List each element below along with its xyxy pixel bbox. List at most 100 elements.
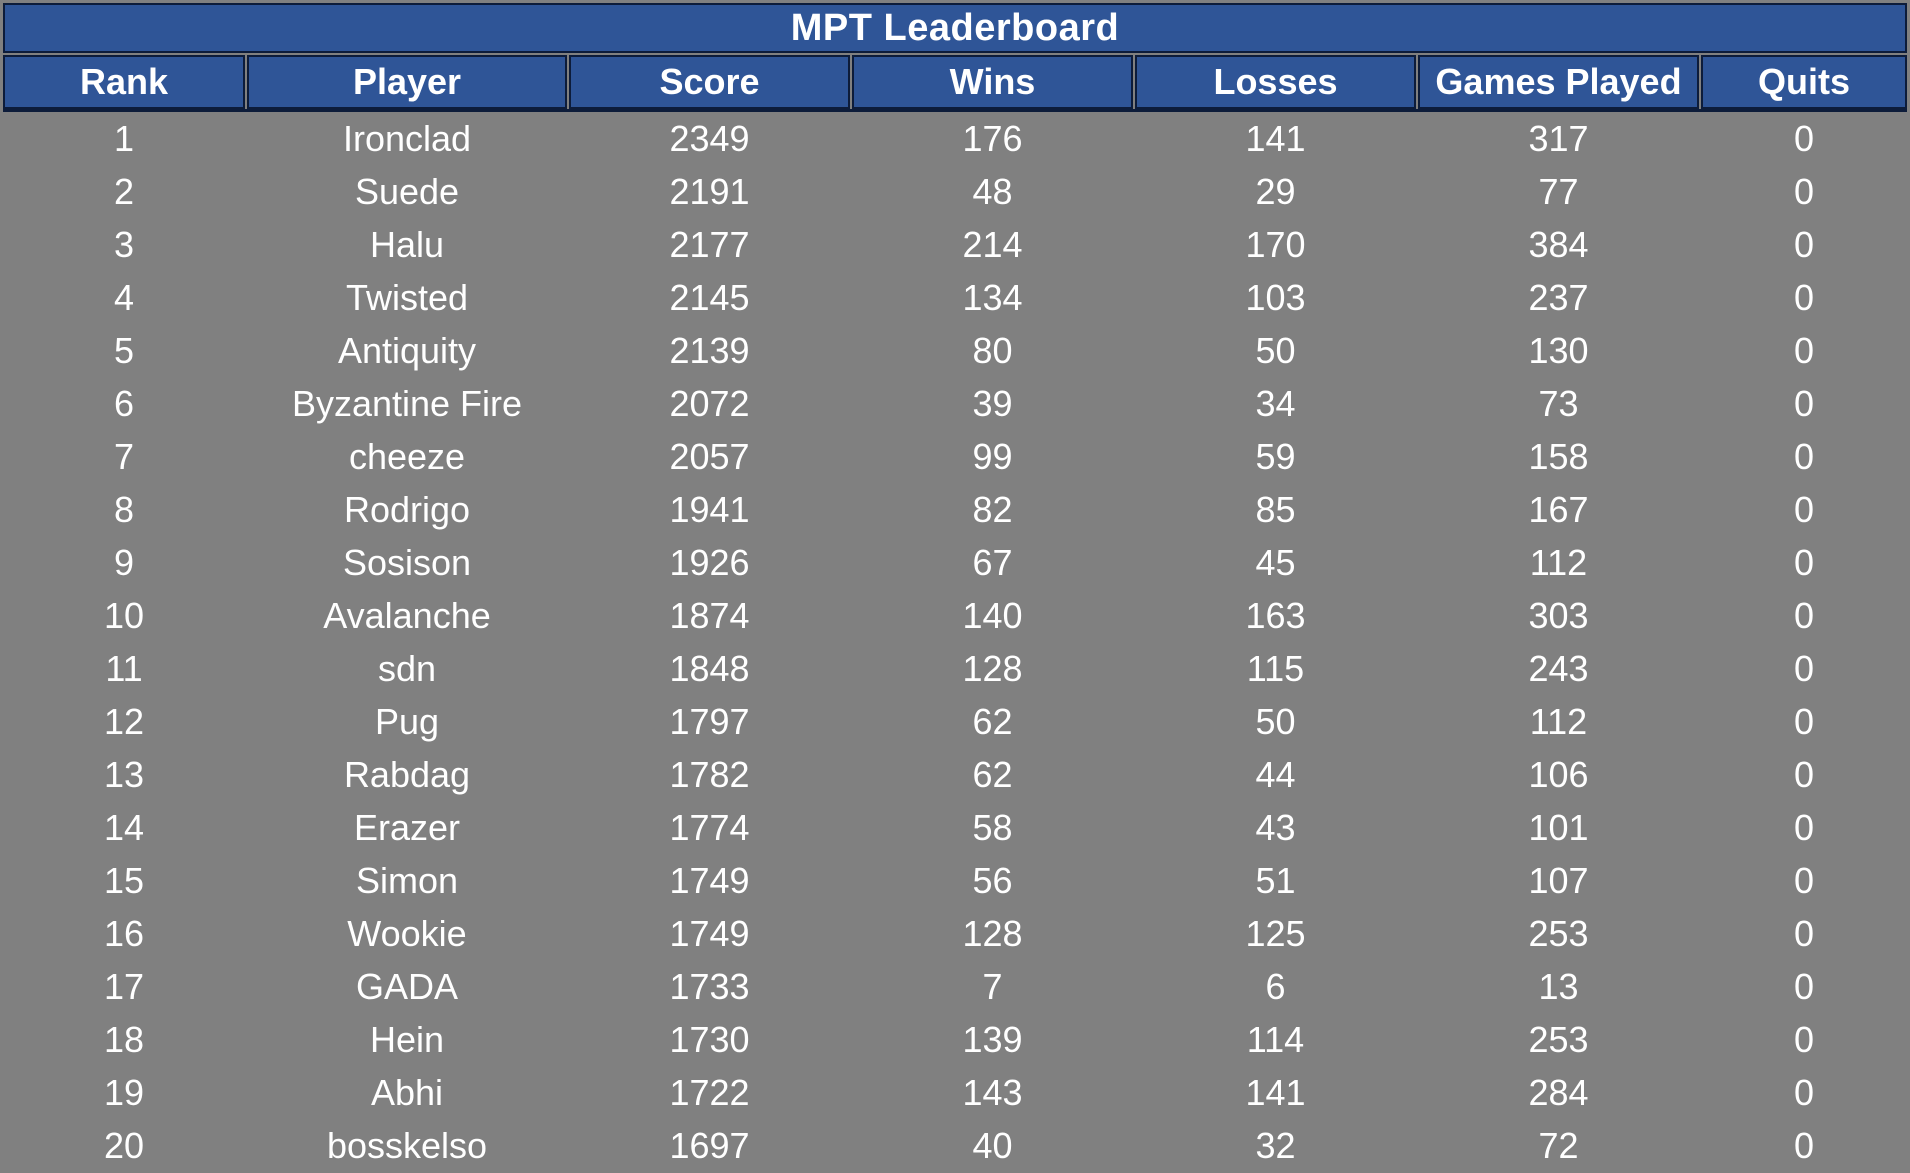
- wins-cell: 139: [962, 1018, 1023, 1060]
- table-row: 3 Halu 2177 214 170 384 0: [3, 218, 1907, 271]
- quits-cell: 0: [1793, 541, 1815, 583]
- column-header-quits: Quits: [1701, 55, 1907, 109]
- table-row: 13 Rabdag 1782 62 44 106 0: [3, 748, 1907, 801]
- player-cell: Simon: [355, 859, 459, 901]
- table-header: Rank Player Score Wins Losses Games Play…: [3, 55, 1907, 112]
- losses-cell: 6: [1265, 965, 1286, 1007]
- table-row: 10 Avalanche 1874 140 163 303 0: [3, 589, 1907, 642]
- losses-cell: 29: [1255, 170, 1296, 212]
- rank-cell: 15: [103, 859, 145, 901]
- player-cell: Sosison: [342, 541, 472, 583]
- games-played-cell: 158: [1528, 435, 1589, 477]
- table-row: 8 Rodrigo 1941 82 85 167 0: [3, 483, 1907, 536]
- player-cell: Erazer: [353, 806, 461, 848]
- rank-cell: 19: [103, 1071, 145, 1113]
- games-played-cell: 284: [1528, 1071, 1589, 1113]
- games-played-cell: 130: [1528, 329, 1589, 371]
- score-cell: 1774: [669, 806, 750, 848]
- score-cell: 2139: [669, 329, 750, 371]
- rank-cell: 6: [113, 382, 135, 424]
- score-cell: 1697: [669, 1124, 750, 1166]
- score-cell: 2349: [669, 117, 750, 159]
- wins-cell: 62: [972, 753, 1013, 795]
- table-row: 1 Ironclad 2349 176 141 317 0: [3, 112, 1907, 165]
- table-row: 4 Twisted 2145 134 103 237 0: [3, 271, 1907, 324]
- table-row: 7 cheeze 2057 99 59 158 0: [3, 430, 1907, 483]
- quits-cell: 0: [1793, 117, 1815, 159]
- player-cell: GADA: [355, 965, 459, 1007]
- table-row: 6 Byzantine Fire 2072 39 34 73 0: [3, 377, 1907, 430]
- games-played-cell: 317: [1528, 117, 1589, 159]
- wins-cell: 56: [972, 859, 1013, 901]
- quits-cell: 0: [1793, 965, 1815, 1007]
- score-cell: 2177: [669, 223, 750, 265]
- games-played-cell: 101: [1528, 806, 1589, 848]
- table-row: 9 Sosison 1926 67 45 112 0: [3, 536, 1907, 589]
- rank-cell: 4: [113, 276, 135, 318]
- quits-cell: 0: [1793, 276, 1815, 318]
- table-row: 12 Pug 1797 62 50 112 0: [3, 695, 1907, 748]
- quits-cell: 0: [1793, 912, 1815, 954]
- games-played-cell: 384: [1528, 223, 1589, 265]
- rank-cell: 12: [103, 700, 145, 742]
- player-cell: Antiquity: [337, 329, 477, 371]
- rank-cell: 10: [103, 594, 145, 636]
- wins-cell: 140: [962, 594, 1023, 636]
- player-cell: Hein: [369, 1018, 445, 1060]
- games-played-cell: 253: [1528, 912, 1589, 954]
- losses-cell: 59: [1255, 435, 1296, 477]
- player-cell: bosskelso: [326, 1124, 488, 1166]
- losses-cell: 114: [1246, 1018, 1305, 1060]
- score-cell: 1848: [669, 647, 750, 689]
- wins-cell: 143: [962, 1071, 1023, 1113]
- losses-cell: 51: [1255, 859, 1296, 901]
- score-cell: 2057: [669, 435, 750, 477]
- player-cell: Avalanche: [323, 594, 491, 636]
- rank-cell: 2: [113, 170, 135, 212]
- rank-cell: 20: [103, 1124, 145, 1166]
- table-row: 16 Wookie 1749 128 125 253 0: [3, 907, 1907, 960]
- quits-cell: 0: [1793, 594, 1815, 636]
- wins-cell: 40: [972, 1124, 1013, 1166]
- column-header-player: Player: [247, 55, 567, 109]
- games-played-cell: 167: [1528, 488, 1589, 530]
- rank-cell: 18: [103, 1018, 145, 1060]
- games-played-cell: 73: [1538, 382, 1579, 424]
- quits-cell: 0: [1793, 435, 1815, 477]
- player-cell: Byzantine Fire: [291, 382, 523, 424]
- table-row: 19 Abhi 1722 143 141 284 0: [3, 1066, 1907, 1119]
- score-cell: 2191: [669, 170, 750, 212]
- column-header-score: Score: [569, 55, 850, 109]
- player-cell: Twisted: [345, 276, 469, 318]
- column-header-losses: Losses: [1135, 55, 1416, 109]
- quits-cell: 0: [1793, 170, 1815, 212]
- table-body: 1 Ironclad 2349 176 141 317 0 2 Suede 2191 48 29 77 0…: [3, 112, 1907, 1173]
- losses-cell: 141: [1245, 1071, 1306, 1113]
- quits-cell: 0: [1793, 329, 1815, 371]
- leaderboard-title-bar: MPT Leaderboard: [3, 3, 1907, 53]
- player-cell: Suede: [354, 170, 460, 212]
- losses-cell: 43: [1255, 806, 1296, 848]
- quits-cell: 0: [1793, 700, 1815, 742]
- games-played-cell: 77: [1538, 170, 1579, 212]
- leaderboard-title: MPT Leaderboard: [790, 6, 1120, 49]
- rank-cell: 7: [113, 435, 135, 477]
- rank-cell: 9: [113, 541, 135, 583]
- rank-cell: 14: [103, 806, 145, 848]
- column-header-games-played: Games Played: [1418, 55, 1699, 109]
- table-row: 5 Antiquity 2139 80 50 130 0: [3, 324, 1907, 377]
- losses-cell: 50: [1255, 329, 1296, 371]
- games-played-cell: 237: [1528, 276, 1589, 318]
- rank-cell: 8: [113, 488, 135, 530]
- score-cell: 1749: [669, 912, 750, 954]
- rank-cell: 16: [103, 912, 145, 954]
- losses-cell: 125: [1245, 912, 1306, 954]
- rank-cell: 13: [103, 753, 145, 795]
- losses-cell: 34: [1255, 382, 1296, 424]
- table-row: 18 Hein 1730 139 114 253 0: [3, 1013, 1907, 1066]
- score-cell: 1749: [669, 859, 750, 901]
- wins-cell: 58: [972, 806, 1013, 848]
- player-cell: cheeze: [348, 435, 466, 477]
- player-cell: Wookie: [347, 912, 467, 954]
